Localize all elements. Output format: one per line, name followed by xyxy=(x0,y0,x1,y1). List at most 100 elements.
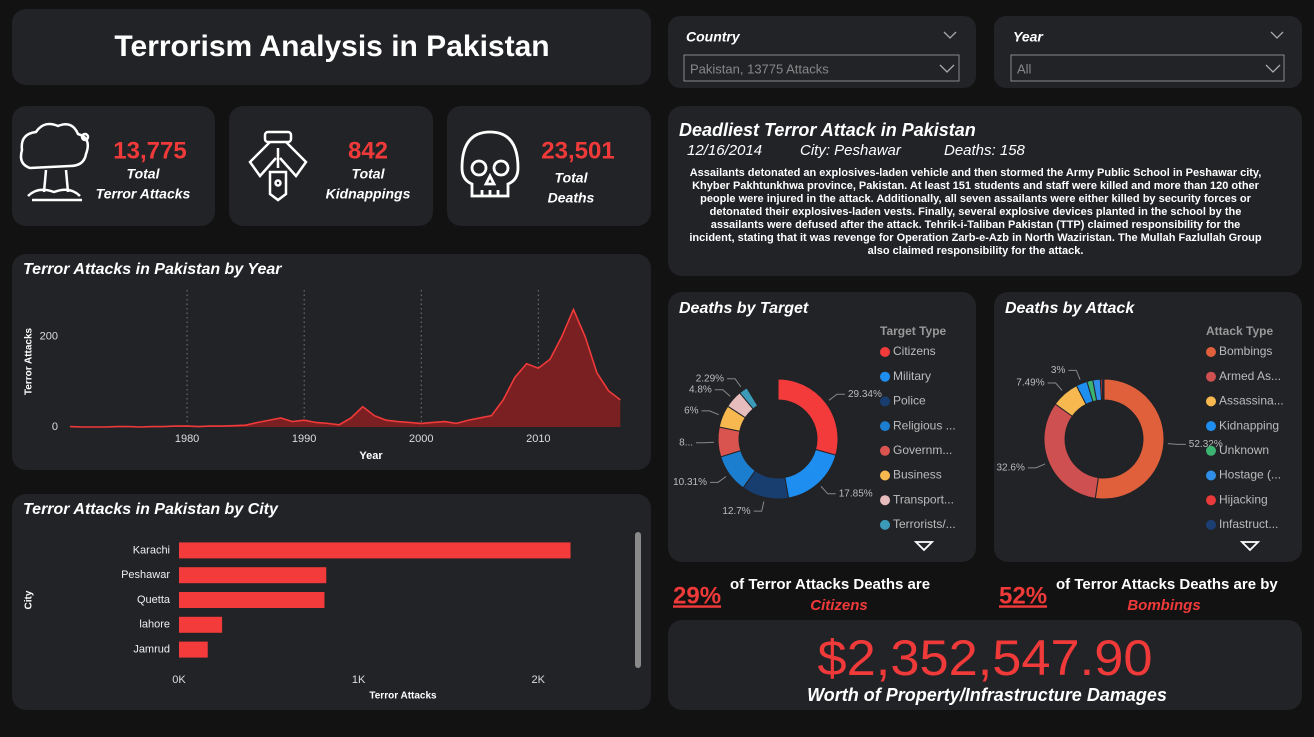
data-label: 10.31% xyxy=(673,477,707,488)
legend-label: Citizens xyxy=(893,344,936,358)
leader-line xyxy=(1047,382,1063,391)
legend-swatch xyxy=(1206,371,1216,382)
y-tick-label: 0 xyxy=(52,421,58,433)
kpi-card xyxy=(12,106,215,226)
legend-swatch xyxy=(880,519,890,530)
data-label: 8... xyxy=(679,437,693,448)
scrollbar[interactable] xyxy=(635,532,641,668)
legend-swatch xyxy=(1206,470,1216,481)
bar xyxy=(179,616,223,633)
legend-swatch xyxy=(1206,347,1216,357)
line xyxy=(69,307,621,428)
filter-label: Country xyxy=(686,29,741,45)
damage-amount: $2,352,547.90 xyxy=(818,630,1153,686)
kpi-value: 842 xyxy=(348,137,388,164)
callout-text: of Terror Attacks Deaths are xyxy=(730,576,930,593)
legend-label: Terrorists/... xyxy=(893,517,956,531)
legend-swatch xyxy=(880,421,890,432)
chevron[interactable] xyxy=(1270,31,1284,39)
x-tick-label: 1K xyxy=(352,674,366,686)
more-button[interactable] xyxy=(913,541,935,552)
legend-label: Military xyxy=(893,369,931,383)
section-title: Deadliest Terror Attack in Pakistan xyxy=(679,120,976,140)
data-label: 2.29% xyxy=(696,373,724,384)
x-tick-label: 2000 xyxy=(409,433,433,445)
legend-swatch xyxy=(880,495,890,506)
leader-line xyxy=(710,476,727,483)
explosion-icon xyxy=(19,122,90,202)
legend-label: Assassina... xyxy=(1219,394,1284,408)
y-axis-label: Terror Attacks xyxy=(24,327,35,395)
data-label: 12.7% xyxy=(722,506,750,517)
attack-deaths: Deaths: 158 xyxy=(944,142,1026,159)
year-filter-card[interactable] xyxy=(994,16,1302,88)
legend-swatch xyxy=(1206,519,1216,530)
legend-title: Target Type xyxy=(880,324,947,338)
x-tick-label: 2K xyxy=(531,674,545,686)
attack-date: 12/16/2014 xyxy=(687,142,762,159)
x-tick-label: 1980 xyxy=(175,433,199,445)
leader-line xyxy=(696,441,715,444)
leader-line xyxy=(701,410,719,416)
chart-title: Deaths by Attack xyxy=(1005,300,1135,317)
y-tick-label: Jamrud xyxy=(133,644,170,656)
y-axis-label: City xyxy=(24,590,35,609)
more-button[interactable] xyxy=(1239,541,1261,552)
chevron[interactable] xyxy=(943,31,957,39)
legend-label: Religious ... xyxy=(893,418,956,432)
legend-label: Kidnapping xyxy=(1219,418,1279,432)
bar-card xyxy=(12,494,651,710)
data-label: 7.49% xyxy=(1016,378,1044,389)
x-tick-label: 2010 xyxy=(526,433,550,445)
attack-city: City: Peshawar xyxy=(800,142,902,159)
y-tick-label: 200 xyxy=(40,331,58,343)
leader-line xyxy=(727,378,742,388)
legend-swatch xyxy=(880,396,890,407)
kidnapping-icon xyxy=(248,130,308,202)
legend-label: Police xyxy=(893,394,926,408)
data-label: 17.85% xyxy=(839,488,873,499)
y-tick-label: lahore xyxy=(139,619,170,631)
filter-value[interactable]: Pakistan, 13775 Attacks xyxy=(690,61,829,76)
damage-label: Worth of Property/Infrastructure Damages xyxy=(807,685,1167,705)
callout-text: of Terror Attacks Deaths are by xyxy=(1056,576,1278,593)
chevron[interactable] xyxy=(939,64,955,73)
attack-description: Assailants detonated an explosives-laden… xyxy=(689,167,1262,257)
area xyxy=(70,309,621,427)
data-label: 29.34% xyxy=(848,389,882,400)
legend-swatch xyxy=(1206,495,1216,506)
legend-swatch xyxy=(1206,445,1216,456)
chart-title: Terror Attacks in Pakistan by Year xyxy=(23,261,282,278)
x-tick-label: 0K xyxy=(172,674,186,686)
data-label: 32.6% xyxy=(997,463,1025,474)
dropdown[interactable] xyxy=(1010,54,1285,82)
callout-highlight: Bombings xyxy=(1127,597,1200,614)
bar xyxy=(179,641,208,658)
legend-swatch xyxy=(880,445,890,456)
kpi-label: Total xyxy=(555,170,589,186)
country-filter-card[interactable] xyxy=(668,16,976,88)
callout-percent: 52% xyxy=(999,582,1047,609)
legend-swatch xyxy=(880,347,890,357)
kpi-label: Total xyxy=(352,166,386,182)
y-tick-label: Karachi xyxy=(133,544,170,556)
bar xyxy=(179,542,571,559)
leader-line xyxy=(828,393,845,401)
y-tick-label: Peshawar xyxy=(121,569,170,581)
legend-label: Governm... xyxy=(893,443,952,457)
legend-label: Hostage (... xyxy=(1219,468,1281,482)
dropdown[interactable] xyxy=(683,54,960,82)
callout-highlight: Citizens xyxy=(810,597,868,614)
leader-line xyxy=(1027,463,1046,469)
y-tick-label: Quetta xyxy=(137,594,171,606)
kpi-label: Terror Attacks xyxy=(96,186,191,202)
legend-label: Bombings xyxy=(1219,344,1272,358)
filter-value[interactable]: All xyxy=(1017,61,1032,76)
dashboard-title: Terrorism Analysis in Pakistan xyxy=(114,30,549,63)
leader-line xyxy=(753,501,765,512)
chevron[interactable] xyxy=(1265,64,1281,73)
kpi-label: Deaths xyxy=(548,190,595,206)
data-label: 4.8% xyxy=(689,384,712,395)
bar xyxy=(179,592,325,608)
